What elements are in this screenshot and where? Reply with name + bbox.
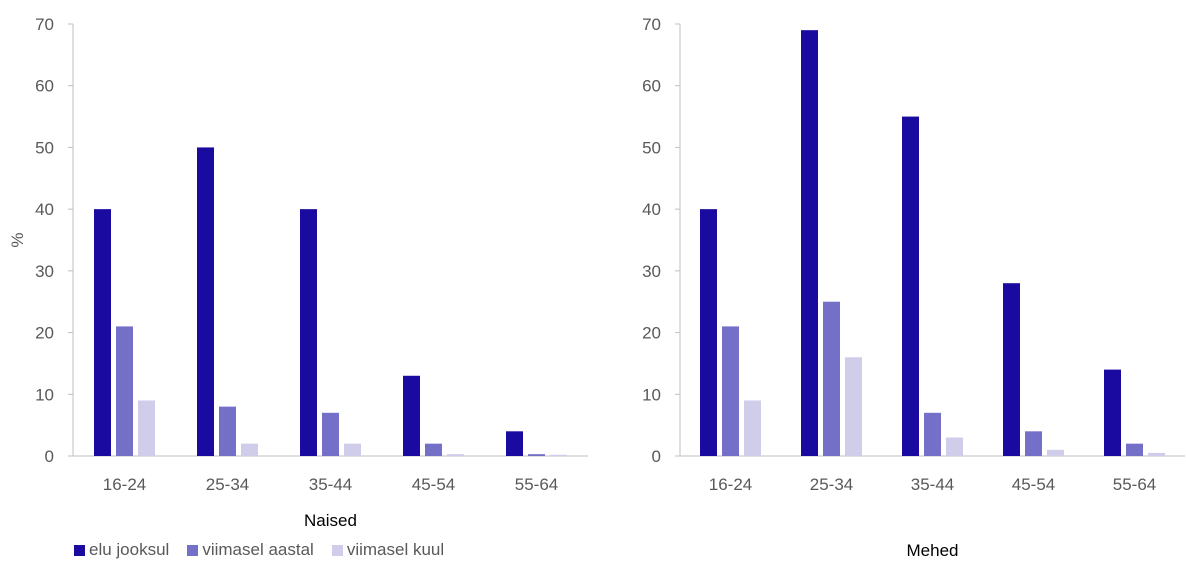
legend-item-viimasel-kuul: viimasel kuul xyxy=(331,540,445,560)
y-axis-title: % xyxy=(8,232,27,247)
x-tick-label: 25-34 xyxy=(810,475,853,494)
legend-label-viimasel-aastal: viimasel aastal xyxy=(202,540,314,559)
bar xyxy=(403,375,420,456)
y-tick-label: 10 xyxy=(642,385,661,404)
bar xyxy=(300,209,317,456)
y-tick-label: 30 xyxy=(642,262,661,281)
legend-swatch-viimasel-kuul xyxy=(331,544,343,556)
y-tick-label: 20 xyxy=(642,324,661,343)
bar xyxy=(94,209,111,456)
x-tick-label: 16-24 xyxy=(103,475,146,494)
bar xyxy=(744,400,761,456)
y-tick-label: 70 xyxy=(642,15,661,34)
bar xyxy=(550,454,567,456)
y-tick-label: 50 xyxy=(35,138,54,157)
bar xyxy=(447,454,464,456)
bar xyxy=(322,412,339,456)
bar xyxy=(1126,443,1143,456)
bar xyxy=(219,406,236,456)
y-tick-label: 40 xyxy=(35,200,54,219)
x-tick-label: 45-54 xyxy=(1012,475,1055,494)
bar xyxy=(425,443,442,456)
y-tick-label: 10 xyxy=(35,385,54,404)
legend-label-viimasel-kuul: viimasel kuul xyxy=(346,540,445,559)
bar xyxy=(506,431,523,456)
y-tick-label: 30 xyxy=(35,262,54,281)
bar xyxy=(116,326,133,456)
bar xyxy=(1104,369,1121,456)
x-tick-label: 25-34 xyxy=(206,475,249,494)
bar xyxy=(924,412,941,456)
bar xyxy=(528,454,545,456)
bar xyxy=(1003,283,1020,456)
bar xyxy=(197,147,214,456)
x-axis-title: Naised xyxy=(304,511,357,530)
chart-mehed: 0 10 20 30 40 50 60 70 16-24 25-34 35-44 45-54 55-64… xyxy=(642,15,1185,560)
chart-naised: 0 10 20 30 40 50 60 70 16-24 25-34 35-44 45-54 55-64… xyxy=(8,15,588,530)
y-tick-label: 60 xyxy=(642,77,661,96)
bar xyxy=(1148,452,1165,456)
bar xyxy=(823,301,840,456)
legend-swatch-elu-jooksul xyxy=(74,544,85,556)
y-tick-label: 70 xyxy=(35,15,54,34)
y-tick-label: 60 xyxy=(35,77,54,96)
bar xyxy=(801,30,818,457)
y-tick-label: 40 xyxy=(642,200,661,219)
y-tick-label: 0 xyxy=(45,447,54,466)
bar xyxy=(344,443,361,456)
legend-label-elu-jooksul: elu jooksul xyxy=(89,540,170,559)
bar xyxy=(722,326,739,456)
bar xyxy=(138,400,155,456)
x-tick-label: 35-44 xyxy=(309,475,352,494)
x-axis-title: Mehed xyxy=(907,541,959,560)
y-tick-label: 50 xyxy=(642,138,661,157)
y-tick-label: 0 xyxy=(652,447,661,466)
bar xyxy=(946,437,963,456)
bar xyxy=(700,209,717,456)
legend-item-elu-jooksul: elu jooksul xyxy=(74,540,169,560)
legend-item-viimasel-aastal: viimasel aastal xyxy=(187,540,314,560)
x-tick-label: 55-64 xyxy=(1113,475,1156,494)
bar xyxy=(241,443,258,456)
legend: elu jooksul viimasel aastal viimasel kuu… xyxy=(74,540,444,560)
x-tick-label: 35-44 xyxy=(911,475,954,494)
x-tick-label: 16-24 xyxy=(709,475,752,494)
bar xyxy=(845,357,862,456)
x-tick-label: 45-54 xyxy=(412,475,455,494)
y-tick-label: 20 xyxy=(35,324,54,343)
bar xyxy=(1047,449,1064,456)
bar xyxy=(1025,431,1042,456)
bar xyxy=(902,116,919,457)
legend-swatch-viimasel-aastal xyxy=(187,544,199,556)
x-tick-label: 55-64 xyxy=(515,475,558,494)
